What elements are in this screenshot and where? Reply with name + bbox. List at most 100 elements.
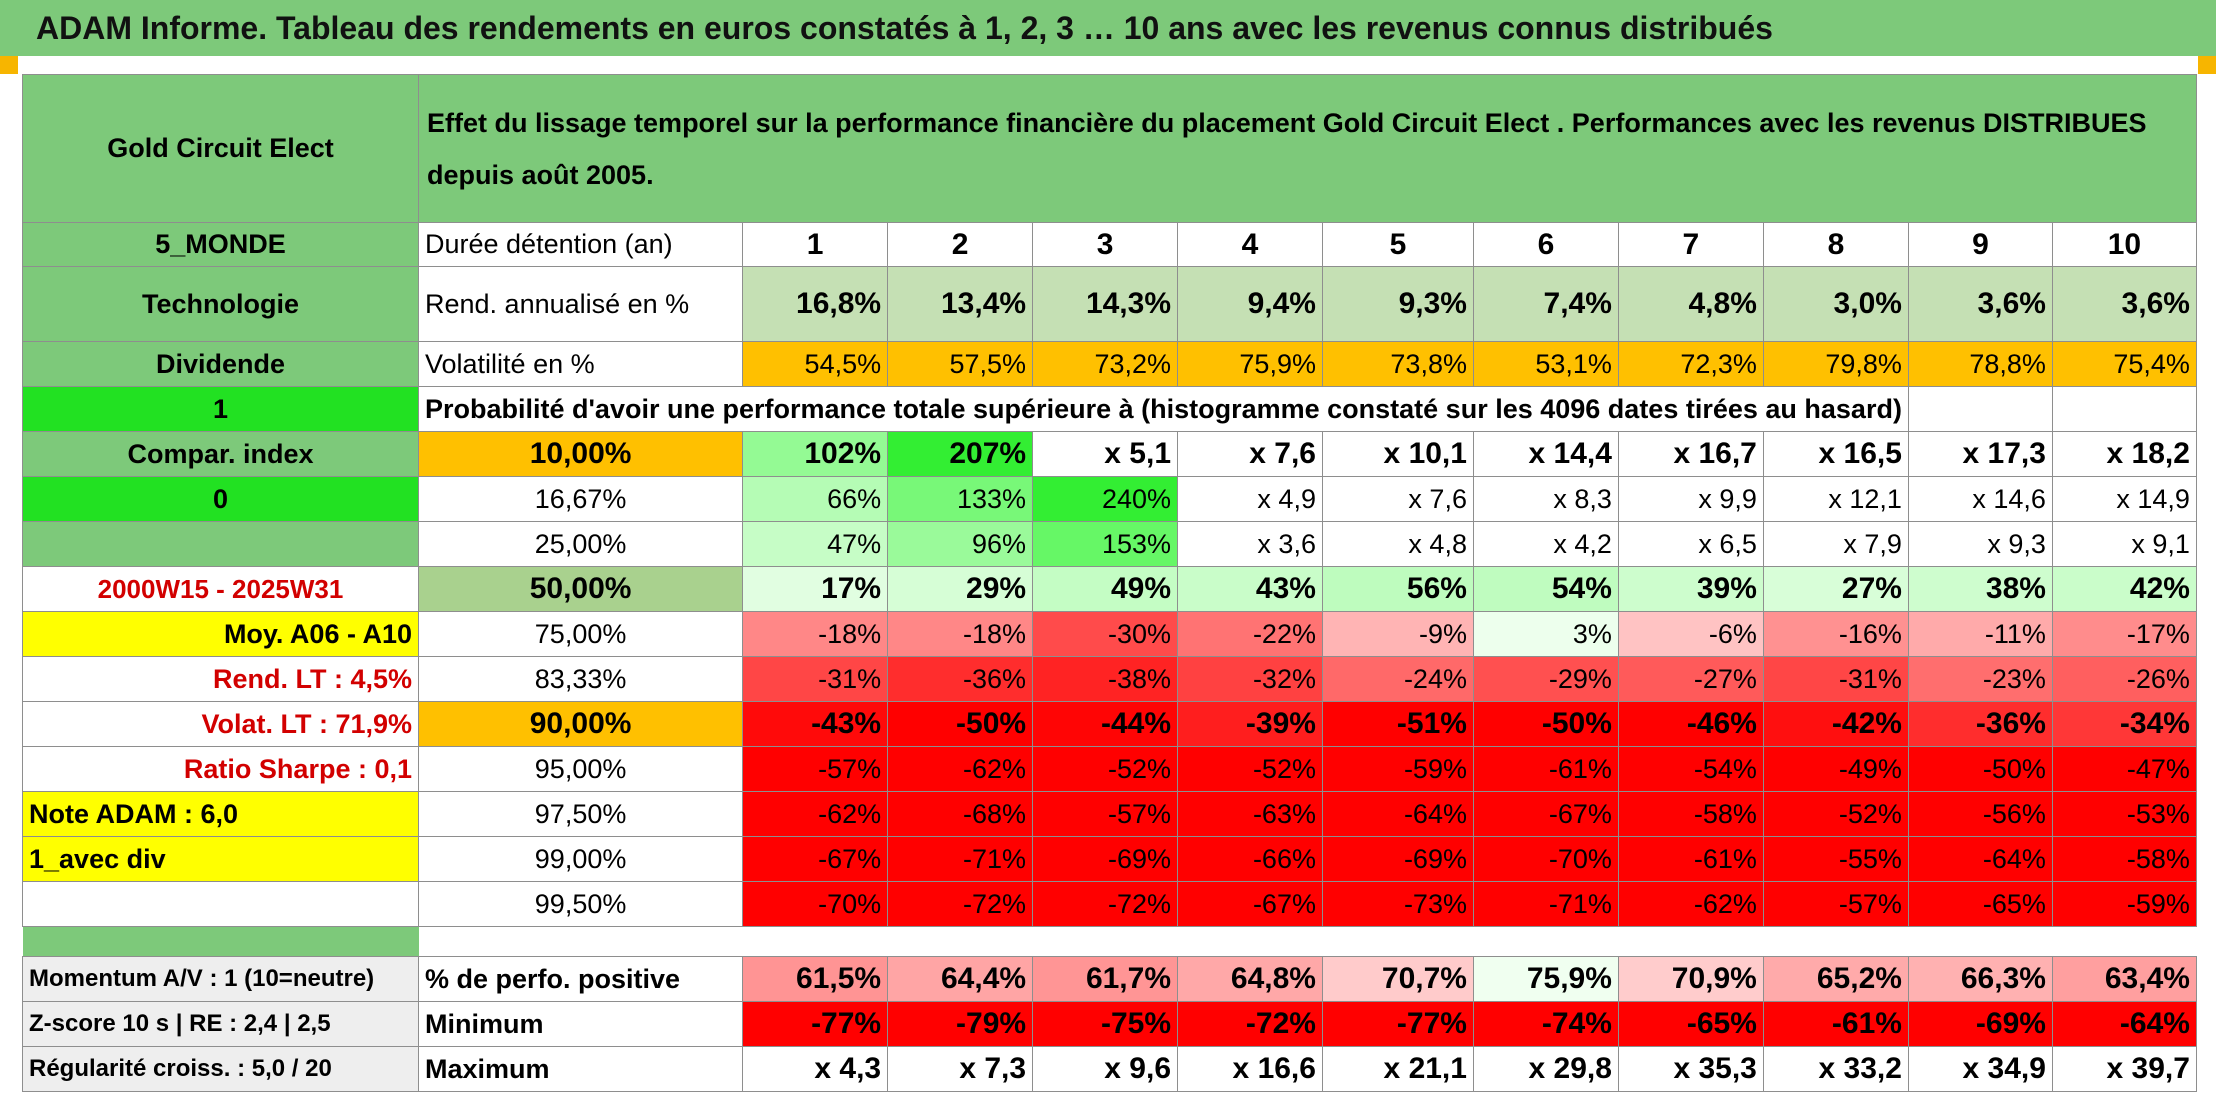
- distribution-cell: -50%: [1472, 701, 1619, 747]
- returns-table: Gold Circuit Elect Effet du lissage temp…: [22, 74, 2197, 1092]
- distribution-cell: -43%: [742, 701, 889, 747]
- dividend-toggle[interactable]: 1: [22, 386, 419, 432]
- probability-threshold: 50,00%: [417, 566, 744, 612]
- stat-cell: 64,4%: [887, 956, 1034, 1002]
- distribution-cell: x 14,4: [1472, 431, 1619, 477]
- stat-cell: 64,8%: [1177, 956, 1323, 1002]
- volatility-cell: 54,5%: [742, 341, 889, 387]
- distribution-cell: -66%: [1177, 836, 1323, 882]
- long-term-volatility: Volat. LT : 71,9%: [22, 701, 419, 747]
- distribution-cell: -18%: [887, 611, 1034, 657]
- distribution-cell: x 4,8: [1321, 521, 1474, 567]
- stat-name: % de perfo. positive: [417, 956, 744, 1002]
- distribution-cell: 153%: [1032, 521, 1179, 567]
- distribution-cell: -58%: [1617, 791, 1764, 837]
- stat-cell: 61,7%: [1032, 956, 1179, 1002]
- distribution-cell: -73%: [1321, 881, 1474, 927]
- year-header: 1: [742, 222, 889, 267]
- volatility-cell: 72,3%: [1617, 341, 1764, 387]
- stat-name: Minimum: [417, 1001, 744, 1047]
- distribution-cell: -23%: [1907, 656, 2053, 702]
- distribution-cell: 96%: [887, 521, 1034, 567]
- distribution-cell: -67%: [1177, 881, 1323, 927]
- corner-marker-left: [0, 56, 18, 74]
- stat-cell: -79%: [887, 1001, 1034, 1047]
- distribution-cell: -11%: [1907, 611, 2053, 657]
- distribution-cell: 29%: [887, 566, 1034, 612]
- annual-return-cell: 7,4%: [1472, 266, 1619, 342]
- stat-cell: x 4,3: [742, 1046, 889, 1092]
- sharpe-ratio: Ratio Sharpe : 0,1: [22, 746, 419, 792]
- probability-threshold: 25,00%: [417, 521, 744, 567]
- stat-cell: -65%: [1617, 1001, 1764, 1047]
- annual-return-cell: 14,3%: [1032, 266, 1179, 342]
- stat-cell: x 16,6: [1177, 1046, 1323, 1092]
- distribution-cell: -49%: [1762, 746, 1909, 792]
- distribution-cell: -29%: [1472, 656, 1619, 702]
- probability-threshold: 99,00%: [417, 836, 744, 882]
- distribution-cell: -62%: [887, 746, 1034, 792]
- stat-cell: 65,2%: [1762, 956, 1909, 1002]
- compar-index-label: Compar. index: [22, 431, 419, 477]
- distribution-cell: 56%: [1321, 566, 1474, 612]
- distribution-cell: -32%: [1177, 656, 1323, 702]
- stat-cell: -75%: [1032, 1001, 1179, 1047]
- distribution-cell: x 5,1: [1032, 431, 1179, 477]
- stat-cell: x 21,1: [1321, 1046, 1474, 1092]
- probability-threshold: 10,00%: [417, 431, 744, 477]
- distribution-cell: x 16,7: [1617, 431, 1764, 477]
- distribution-cell: 3%: [1472, 611, 1619, 657]
- corner-marker-right: [2198, 56, 2216, 74]
- annual-return-cell: 3,6%: [2051, 266, 2197, 342]
- distribution-cell: -61%: [1472, 746, 1619, 792]
- annual-return-cell: 9,4%: [1177, 266, 1323, 342]
- distribution-cell: x 18,2: [2051, 431, 2197, 477]
- distribution-cell: x 7,9: [1762, 521, 1909, 567]
- distribution-cell: -52%: [1177, 746, 1323, 792]
- distribution-cell: -61%: [1617, 836, 1764, 882]
- annual-return-cell: 4,8%: [1617, 266, 1764, 342]
- distribution-cell: x 7,6: [1177, 431, 1323, 477]
- annual-return-cell: 3,0%: [1762, 266, 1909, 342]
- empty-cell: [1907, 386, 2053, 432]
- stat-cell: 66,3%: [1907, 956, 2053, 1002]
- distribution-cell: 49%: [1032, 566, 1179, 612]
- volatility-cell: 57,5%: [887, 341, 1034, 387]
- distribution-cell: -36%: [887, 656, 1034, 702]
- stat-cell: 63,4%: [2051, 956, 2197, 1002]
- stat-label: Régularité croiss. : 5,0 / 20: [22, 1046, 419, 1092]
- stat-cell: x 34,9: [1907, 1046, 2053, 1092]
- compar-index-toggle[interactable]: 0: [22, 476, 419, 522]
- distribution-cell: 38%: [1907, 566, 2053, 612]
- distribution-cell: -57%: [1762, 881, 1909, 927]
- distribution-cell: x 9,9: [1617, 476, 1764, 522]
- report-title: ADAM Informe. Tableau des rendements en …: [0, 0, 2216, 56]
- distribution-cell: -34%: [2051, 701, 2197, 747]
- distribution-cell: x 14,9: [2051, 476, 2197, 522]
- distribution-cell: -70%: [742, 881, 889, 927]
- stat-cell: x 33,2: [1762, 1046, 1909, 1092]
- empty-cell: [2051, 386, 2197, 432]
- distribution-cell: -65%: [1907, 881, 2053, 927]
- distribution-cell: -57%: [742, 746, 889, 792]
- stat-cell: x 39,7: [2051, 1046, 2197, 1092]
- distribution-cell: -59%: [2051, 881, 2197, 927]
- distribution-cell: x 16,5: [1762, 431, 1909, 477]
- distribution-cell: -57%: [1032, 791, 1179, 837]
- fund-name: Gold Circuit Elect: [22, 74, 419, 223]
- distribution-cell: -67%: [742, 836, 889, 882]
- distribution-cell: 17%: [742, 566, 889, 612]
- distribution-cell: -52%: [1762, 791, 1909, 837]
- distribution-cell: -72%: [887, 881, 1034, 927]
- distribution-cell: x 6,5: [1617, 521, 1764, 567]
- distribution-cell: -51%: [1321, 701, 1474, 747]
- annual-return-cell: 16,8%: [742, 266, 889, 342]
- year-header: 7: [1617, 222, 1764, 267]
- year-header: 2: [887, 222, 1034, 267]
- volatility-cell: 75,4%: [2051, 341, 2197, 387]
- volatility-cell: 73,2%: [1032, 341, 1179, 387]
- stat-label: Momentum A/V : 1 (10=neutre): [22, 956, 419, 1002]
- annual-return-cell: 13,4%: [887, 266, 1034, 342]
- year-header: 8: [1762, 222, 1909, 267]
- distribution-cell: -42%: [1762, 701, 1909, 747]
